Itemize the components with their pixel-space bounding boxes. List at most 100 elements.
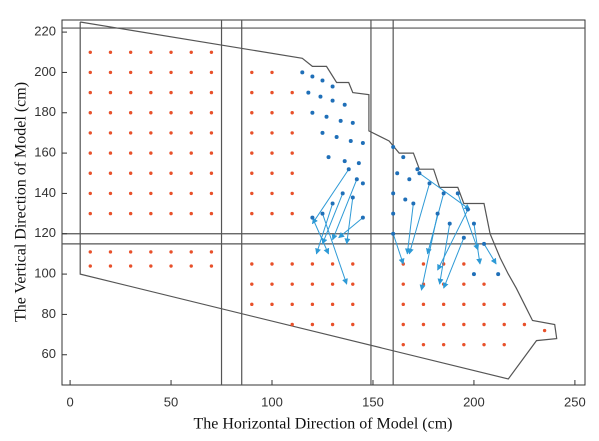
moving-point (356, 161, 361, 166)
point (270, 70, 274, 75)
point (169, 191, 173, 196)
point (310, 322, 315, 327)
moving-point (391, 191, 396, 196)
vector-origin (482, 241, 487, 246)
moving-point (360, 181, 365, 186)
point (270, 211, 274, 216)
point (189, 191, 193, 196)
point (502, 342, 506, 347)
point (310, 262, 315, 266)
point (462, 322, 466, 327)
point (88, 50, 92, 54)
point (88, 211, 92, 216)
displacement-vector (338, 217, 364, 239)
point (330, 262, 335, 266)
moving-point (360, 141, 365, 146)
displacement-vector (404, 203, 414, 255)
displacement-vector (311, 168, 350, 225)
moving-point (310, 110, 315, 115)
point (149, 50, 153, 54)
point (128, 70, 133, 75)
moving-point (391, 145, 396, 150)
y-tick-label: 140 (34, 185, 56, 200)
vector-origin (310, 215, 315, 220)
moving-point (496, 272, 501, 277)
point (149, 70, 153, 75)
point (88, 250, 92, 254)
moving-point (334, 134, 339, 139)
point (290, 151, 294, 155)
displacement-vector (483, 243, 497, 265)
vector-origin (411, 201, 416, 206)
point (88, 151, 92, 155)
moving-point (338, 118, 343, 123)
point (189, 250, 193, 254)
point (250, 171, 254, 175)
point (401, 322, 405, 327)
moving-point (391, 211, 396, 216)
point (290, 302, 294, 307)
moving-point (310, 74, 315, 79)
point (189, 171, 193, 175)
point (209, 90, 214, 95)
point (270, 262, 274, 266)
point (310, 302, 315, 307)
vector-origin (435, 211, 440, 216)
point (149, 191, 153, 196)
moving-point (320, 130, 325, 135)
displacement-vector (442, 237, 465, 289)
point (209, 50, 214, 54)
displacement-vector (344, 197, 354, 245)
point (421, 302, 426, 307)
y-tick-label: 160 (34, 145, 56, 160)
point (189, 50, 193, 54)
point (441, 322, 446, 327)
point (169, 171, 173, 175)
point (270, 191, 274, 196)
point (149, 171, 153, 175)
moving-point (300, 70, 305, 75)
point (542, 328, 547, 333)
point (441, 302, 446, 307)
point (88, 264, 92, 268)
point (209, 151, 214, 155)
y-axis-title: The Vertical Direction of Model (cm) (13, 82, 30, 322)
point (128, 191, 133, 196)
point (250, 111, 254, 115)
point (421, 342, 426, 347)
point (462, 262, 466, 266)
point (270, 302, 274, 307)
point (250, 131, 254, 135)
point (482, 342, 486, 347)
point (189, 151, 193, 155)
moving-point (348, 138, 353, 143)
point (502, 302, 506, 307)
point (108, 211, 113, 216)
point (128, 264, 133, 268)
point (401, 282, 405, 286)
point (108, 264, 113, 268)
point (149, 151, 153, 155)
point (128, 50, 133, 54)
y-tick-label: 220 (34, 24, 56, 39)
vector-origin (427, 181, 432, 186)
point (351, 262, 355, 266)
x-tick-label: 150 (362, 394, 384, 409)
moving-point (318, 94, 323, 99)
point (209, 131, 214, 135)
point (330, 322, 335, 327)
point (209, 250, 214, 254)
point (290, 90, 294, 95)
point (250, 90, 254, 95)
point (351, 302, 355, 307)
point (250, 211, 254, 216)
plot-content (62, 20, 585, 385)
point (169, 131, 173, 135)
point (270, 131, 274, 135)
point (149, 90, 153, 95)
point (482, 282, 486, 286)
point (290, 111, 294, 115)
point (128, 250, 133, 254)
point (149, 111, 153, 115)
